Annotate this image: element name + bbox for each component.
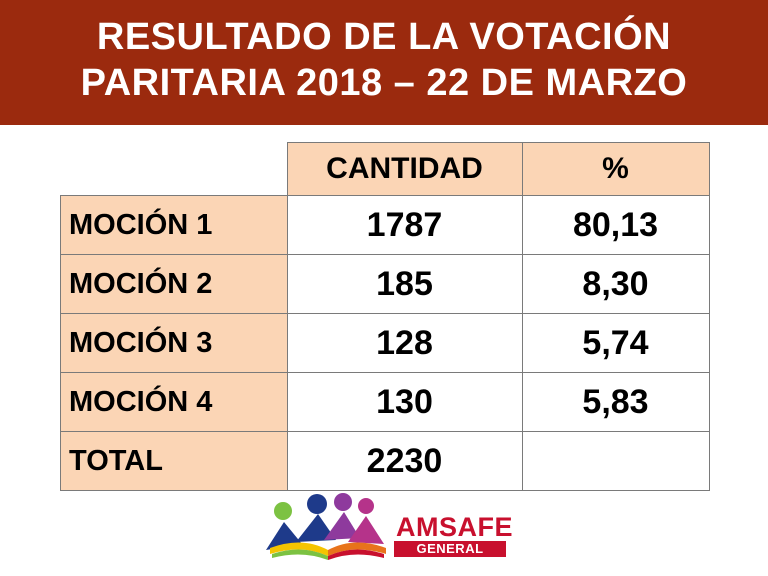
results-table: CANTIDAD % MOCIÓN 1 1787 80,13 MOCIÓN 2 … [60,142,710,491]
brand-name: AMSAFE [396,512,513,542]
percent-cell: 5,83 [521,372,710,432]
total-percent-cell [521,431,710,491]
row-label: MOCIÓN 2 [60,254,288,314]
percent-cell: 5,74 [521,313,710,373]
table-header-row: CANTIDAD % [60,142,710,196]
cantidad-cell: 185 [286,254,523,314]
total-label: TOTAL [60,431,288,491]
table-row: MOCIÓN 3 128 5,74 [60,313,710,373]
row-label: MOCIÓN 3 [60,313,288,373]
column-header-percent: % [521,142,710,196]
title-line-1: RESULTADO DE LA VOTACIÓN [96,16,672,58]
row-label: MOCIÓN 1 [60,195,288,255]
percent-cell: 8,30 [521,254,710,314]
cantidad-cell: 128 [286,313,523,373]
amsafe-logo-icon [266,493,386,560]
table-row: MOCIÓN 2 185 8,30 [60,254,710,314]
row-label: MOCIÓN 4 [60,372,288,432]
brand-subtitle: GENERAL LOPEZ [394,541,506,572]
percent-cell: 80,13 [521,195,710,255]
title-line-2: PARITARIA 2018 – 22 DE MARZO [80,62,688,104]
corner-cell [60,142,288,196]
title-banner: RESULTADO DE LA VOTACIÓN PARITARIA 2018 … [0,0,768,125]
column-header-cantidad: CANTIDAD [286,142,523,196]
table-row-total: TOTAL 2230 [60,431,710,491]
table-row: MOCIÓN 1 1787 80,13 [60,195,710,255]
table-row: MOCIÓN 4 130 5,83 [60,372,710,432]
cantidad-cell: 130 [286,372,523,432]
total-cantidad-cell: 2230 [286,431,523,491]
cantidad-cell: 1787 [286,195,523,255]
